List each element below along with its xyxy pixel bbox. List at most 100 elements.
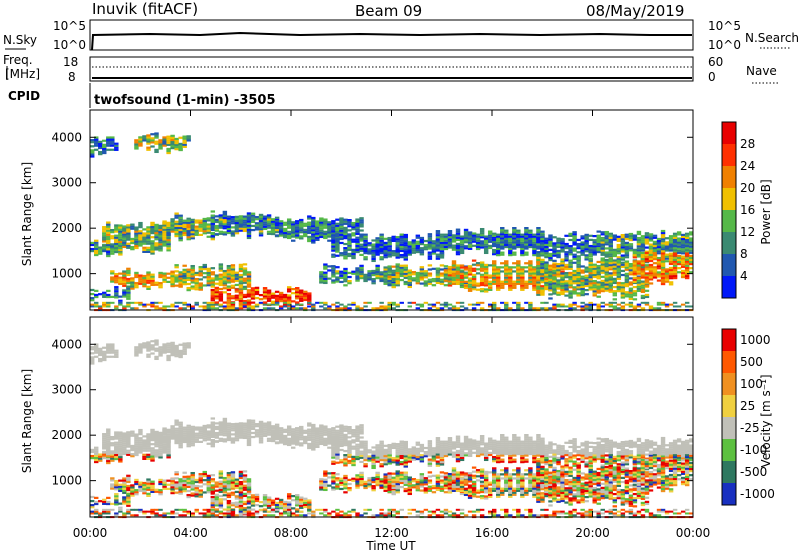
power-echo xyxy=(311,218,316,222)
power-echo xyxy=(439,233,445,236)
power-echo xyxy=(608,266,613,269)
velocity-echo xyxy=(282,434,288,438)
velocity-echo xyxy=(270,433,276,437)
power-echo xyxy=(548,270,553,273)
power-echo xyxy=(648,259,654,263)
power-echo xyxy=(307,235,312,239)
power-echo xyxy=(592,269,597,272)
power-echo xyxy=(391,265,396,268)
power-echo xyxy=(299,303,304,306)
power-echo xyxy=(644,260,650,263)
power-echo xyxy=(166,228,171,231)
velocity-echo xyxy=(222,432,228,435)
power-echo xyxy=(242,269,248,272)
power-echo xyxy=(676,305,682,308)
velocity-echo xyxy=(270,435,276,439)
power-echo xyxy=(178,271,183,274)
velocity-echo xyxy=(194,440,199,443)
power-echo xyxy=(286,230,292,233)
velocity-echo xyxy=(170,429,175,432)
power-echo xyxy=(238,225,244,228)
power-echo xyxy=(435,269,441,272)
velocity-echo xyxy=(278,439,284,442)
power-echo xyxy=(226,305,232,308)
power-echo xyxy=(612,285,618,289)
power-echo xyxy=(230,284,236,287)
power-echo xyxy=(439,251,445,255)
power-echo xyxy=(387,247,392,250)
power-echo xyxy=(210,271,216,274)
power-echo xyxy=(106,246,111,249)
power-echo xyxy=(230,303,236,306)
velocity-echo xyxy=(102,510,107,513)
power-echo xyxy=(411,277,417,280)
power-echo xyxy=(363,275,368,279)
power-echo xyxy=(479,234,485,237)
power-echo xyxy=(102,149,107,153)
velocity-echo xyxy=(106,436,111,439)
power-echo xyxy=(286,288,292,291)
power-echo xyxy=(154,231,159,235)
power-echo xyxy=(427,235,433,238)
power-echo xyxy=(363,256,368,259)
velocity-echo xyxy=(186,475,191,478)
power-echo xyxy=(126,230,131,233)
power-echo xyxy=(536,265,541,268)
power-echo xyxy=(608,286,613,289)
velocity-echo xyxy=(178,343,183,346)
velocity-echo xyxy=(194,489,199,492)
velocity-echo xyxy=(158,437,163,441)
velocity-echo xyxy=(286,505,292,508)
power-echo xyxy=(467,245,473,248)
velocity-echo xyxy=(274,431,280,434)
power-echo xyxy=(532,266,537,269)
power-echo xyxy=(238,215,244,218)
power-echo xyxy=(588,244,593,248)
power-echo xyxy=(608,242,613,246)
power-echo xyxy=(335,246,340,249)
power-echo xyxy=(680,239,686,243)
power-echo xyxy=(544,267,549,270)
power-echo xyxy=(234,230,240,233)
velocity-echo xyxy=(126,496,131,499)
velocity-echo xyxy=(274,433,280,437)
power-echo xyxy=(475,241,481,244)
power-echo xyxy=(158,228,163,232)
velocity-echo xyxy=(178,482,183,485)
power-echo xyxy=(403,280,408,284)
velocity-echo xyxy=(234,505,240,508)
velocity-echo xyxy=(146,341,151,344)
power-echo xyxy=(311,237,316,240)
power-echo xyxy=(492,232,497,235)
power-echo xyxy=(343,218,348,221)
velocity-echo xyxy=(198,493,203,496)
power-echo xyxy=(202,301,207,304)
power-echo xyxy=(660,282,666,286)
power-echo xyxy=(512,233,517,236)
velocity-echo xyxy=(206,474,211,477)
power-echo xyxy=(355,230,360,233)
power-echo xyxy=(512,243,517,246)
power-echo xyxy=(451,238,457,241)
power-echo xyxy=(652,234,658,237)
power-echo xyxy=(580,249,585,252)
velocity-echo xyxy=(182,438,187,442)
velocity-echo xyxy=(174,512,179,515)
power-echo xyxy=(210,283,216,286)
power-echo xyxy=(182,223,187,226)
velocity-echo xyxy=(218,502,224,505)
power-echo xyxy=(154,134,159,137)
power-echo xyxy=(323,277,328,280)
power-echo xyxy=(226,288,232,292)
power-echo xyxy=(560,242,565,245)
power-echo xyxy=(632,270,638,273)
velocity-echo xyxy=(170,512,175,515)
power-echo xyxy=(471,259,477,262)
power-echo xyxy=(648,274,654,277)
power-echo xyxy=(102,305,107,308)
power-echo xyxy=(142,232,147,235)
power-echo xyxy=(508,278,513,281)
velocity-echo xyxy=(158,444,163,447)
velocity-echo xyxy=(242,492,248,495)
power-echo xyxy=(319,225,324,228)
